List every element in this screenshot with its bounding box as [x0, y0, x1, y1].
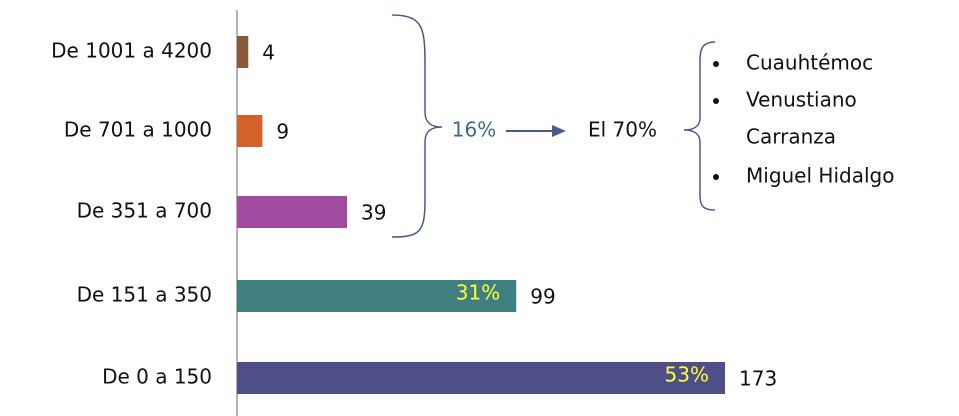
y-tick-label: De 351 a 700	[77, 199, 212, 223]
list-item: Carranza	[746, 125, 836, 149]
value-label: 9	[276, 120, 289, 144]
value-label: 39	[361, 201, 386, 225]
bullet	[713, 61, 719, 67]
y-tick-label: De 151 a 350	[77, 283, 212, 307]
list-item: Venustiano	[746, 88, 857, 112]
list-item: Cuauhtémoc	[746, 51, 873, 75]
bar	[237, 115, 263, 147]
bullet	[713, 174, 719, 180]
value-label: 173	[739, 367, 777, 391]
y-tick-label: De 701 a 1000	[64, 118, 212, 142]
inner-label: 53%	[665, 363, 709, 387]
arrow-head	[552, 125, 566, 137]
inner-label: 31%	[456, 281, 500, 305]
list-brace	[683, 41, 716, 211]
y-tick-label: De 1001 a 4200	[51, 39, 212, 63]
bar	[237, 280, 517, 312]
y-tick-label: De 0 a 150	[102, 365, 212, 389]
bullet	[713, 98, 719, 104]
value-label: 99	[530, 285, 555, 309]
group-brace	[391, 14, 443, 238]
bar	[237, 362, 725, 394]
value-label: 4	[262, 41, 275, 65]
bar	[237, 196, 348, 228]
group-share: 16%	[452, 118, 496, 142]
bar	[237, 36, 249, 68]
list-item: Miguel Hidalgo	[746, 164, 894, 188]
total-share: El 70%	[588, 118, 657, 142]
